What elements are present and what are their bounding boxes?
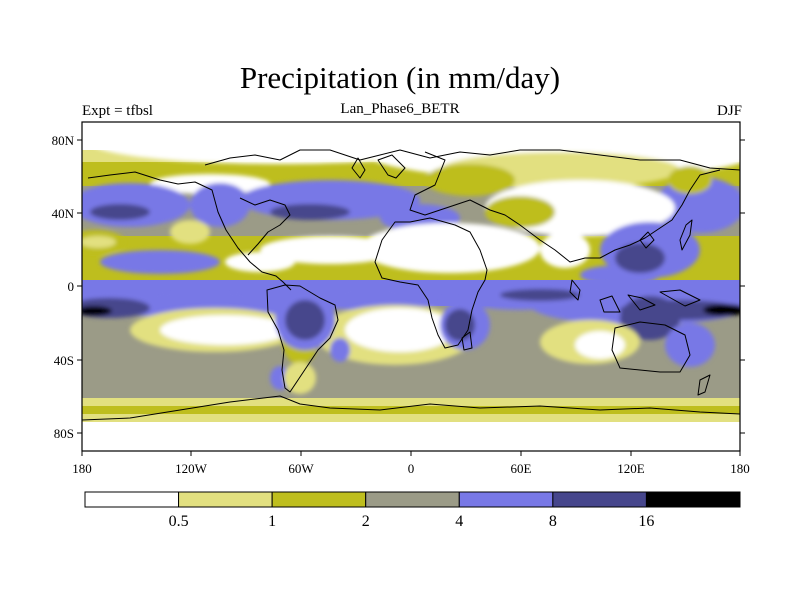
precipitation-field [82, 122, 740, 451]
season-label: DJF [716, 103, 742, 119]
coastlines [82, 149, 740, 421]
colorbar-swatch [458, 491, 554, 508]
colorbar-swatch [178, 491, 273, 508]
lon-label: 60E [511, 461, 532, 476]
colorbar-swatch [271, 491, 367, 508]
plot-title: Precipitation (in mm/day) [239, 60, 561, 95]
lon-label: 120W [175, 461, 208, 476]
lon-label: 60W [288, 461, 314, 476]
lat-label: 80S [54, 426, 74, 441]
lat-label: 40S [54, 353, 74, 368]
lon-label: 120E [617, 461, 645, 476]
lon-label: 180 [730, 461, 750, 476]
colorbar: 0.5 1 2 4 8 16 [84, 491, 741, 530]
longitude-axis: 180 120W 60W 0 60E 120E 180 [72, 461, 750, 476]
lat-label: 0 [68, 279, 75, 294]
plot-subtitle: Lan_Phase6_BETR [340, 101, 460, 117]
colorbar-label: 0.5 [169, 513, 189, 530]
colorbar-label: 8 [549, 513, 557, 530]
experiment-label: Expt = tfbsl [82, 103, 153, 119]
colorbar-swatch [552, 491, 647, 508]
colorbar-label: 4 [455, 513, 463, 530]
colorbar-swatch [645, 491, 741, 508]
latitude-axis: 80N 40N 0 40S 80S [52, 133, 75, 441]
colorbar-swatch [365, 491, 460, 508]
colorbar-label: 16 [638, 513, 654, 530]
lat-label: 40N [52, 206, 75, 221]
colorbar-label: 2 [362, 513, 370, 530]
lat-label: 80N [52, 133, 75, 148]
colorbar-swatch [84, 491, 180, 508]
lon-label: 0 [408, 461, 415, 476]
lon-label: 180 [72, 461, 92, 476]
colorbar-label: 1 [268, 513, 276, 530]
